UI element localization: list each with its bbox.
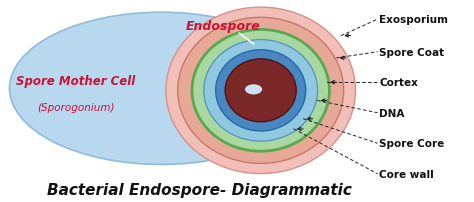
Ellipse shape [204,40,318,141]
Text: (Sporogonium): (Sporogonium) [37,102,115,112]
Ellipse shape [178,18,344,164]
Text: Core wall: Core wall [379,169,434,179]
Text: Spore Core: Spore Core [379,138,445,148]
Ellipse shape [166,8,356,174]
Text: Bacterial Endospore- Diagrammatic: Bacterial Endospore- Diagrammatic [46,182,352,197]
Text: DNA: DNA [379,108,405,118]
Ellipse shape [192,30,329,152]
Text: Spore Coat: Spore Coat [379,47,444,58]
Text: Exosporium: Exosporium [379,15,448,25]
Ellipse shape [225,60,296,122]
Text: Cortex: Cortex [379,78,418,88]
Text: Spore Mother Cell: Spore Mother Cell [16,74,136,87]
Ellipse shape [216,50,306,131]
Ellipse shape [245,85,262,95]
Text: Endospore: Endospore [185,20,260,33]
Ellipse shape [9,13,313,165]
